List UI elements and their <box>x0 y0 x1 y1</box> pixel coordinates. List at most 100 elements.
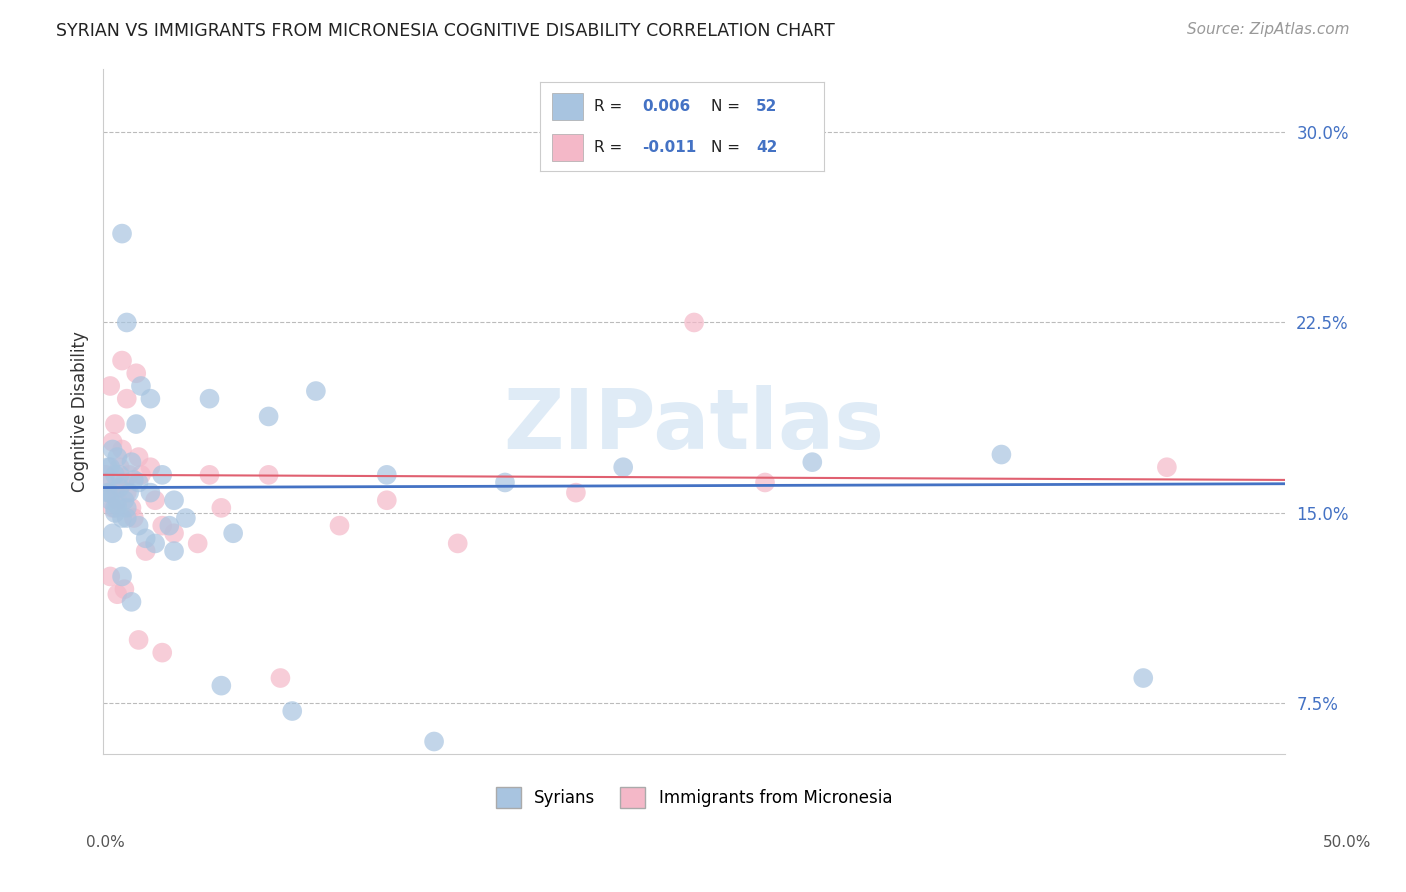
Point <box>305 384 328 398</box>
Point <box>105 493 128 508</box>
Text: 50.0%: 50.0% <box>1323 836 1371 850</box>
Point <box>139 460 162 475</box>
Point <box>104 417 127 431</box>
Point <box>112 493 135 508</box>
Point <box>128 632 150 647</box>
Point <box>328 518 350 533</box>
Point <box>97 460 120 475</box>
Point <box>121 455 143 469</box>
Point <box>98 485 121 500</box>
Point <box>198 392 221 406</box>
Point <box>118 485 141 500</box>
Point <box>104 481 127 495</box>
Point <box>143 493 166 508</box>
Point <box>98 379 121 393</box>
Y-axis label: Cognitive Disability: Cognitive Disability <box>72 331 89 491</box>
Point <box>174 511 197 525</box>
Point <box>423 734 446 748</box>
Point <box>101 526 124 541</box>
Text: SYRIAN VS IMMIGRANTS FROM MICRONESIA COGNITIVE DISABILITY CORRELATION CHART: SYRIAN VS IMMIGRANTS FROM MICRONESIA COG… <box>56 22 835 40</box>
Point <box>269 671 291 685</box>
Point <box>111 442 134 457</box>
Point <box>115 511 138 525</box>
Point <box>98 569 121 583</box>
Point <box>105 587 128 601</box>
Point <box>111 353 134 368</box>
Point <box>375 493 398 508</box>
Point <box>115 500 138 515</box>
Point <box>128 450 150 464</box>
Point <box>209 500 232 515</box>
Point <box>163 526 186 541</box>
Point <box>105 499 128 513</box>
Point <box>115 316 138 330</box>
Point <box>98 460 121 475</box>
Point <box>112 582 135 596</box>
Legend: Syrians, Immigrants from Micronesia: Syrians, Immigrants from Micronesia <box>489 780 898 814</box>
Point <box>209 679 232 693</box>
Point <box>222 526 245 541</box>
Point <box>143 536 166 550</box>
Point <box>111 227 134 241</box>
Point <box>139 485 162 500</box>
Point <box>257 467 280 482</box>
Point <box>1132 671 1154 685</box>
Point <box>104 506 127 520</box>
Point <box>98 493 121 508</box>
Point <box>139 392 162 406</box>
Point <box>105 450 128 464</box>
Point <box>94 467 117 482</box>
Point <box>111 569 134 583</box>
Point <box>128 475 150 490</box>
Point <box>111 511 134 525</box>
Point <box>101 434 124 449</box>
Point <box>150 518 173 533</box>
Point <box>754 475 776 490</box>
Point <box>101 500 124 515</box>
Point <box>135 544 157 558</box>
Point <box>115 392 138 406</box>
Point <box>257 409 280 424</box>
Point <box>163 493 186 508</box>
Text: ZIPatlas: ZIPatlas <box>503 384 884 466</box>
Point <box>108 467 131 482</box>
Point <box>97 485 120 500</box>
Point <box>118 467 141 482</box>
Point <box>990 448 1012 462</box>
Point <box>129 467 152 482</box>
Point <box>375 467 398 482</box>
Point <box>104 467 127 482</box>
Point <box>157 518 180 533</box>
Point <box>683 316 706 330</box>
Point <box>115 485 138 500</box>
Point <box>122 511 145 525</box>
Point <box>187 536 209 550</box>
Point <box>121 595 143 609</box>
Point <box>1156 460 1178 475</box>
Text: 0.0%: 0.0% <box>86 836 125 850</box>
Point <box>198 467 221 482</box>
Point <box>125 366 148 380</box>
Point <box>121 500 143 515</box>
Point <box>447 536 470 550</box>
Point <box>108 460 131 475</box>
Point <box>108 481 131 495</box>
Point <box>565 485 588 500</box>
Point <box>129 379 152 393</box>
Point <box>128 518 150 533</box>
Point <box>101 442 124 457</box>
Point <box>94 475 117 490</box>
Point <box>801 455 824 469</box>
Point <box>150 646 173 660</box>
Point <box>281 704 304 718</box>
Point <box>125 417 148 431</box>
Point <box>494 475 516 490</box>
Point <box>135 532 157 546</box>
Point <box>97 485 120 500</box>
Point <box>112 475 135 490</box>
Point <box>150 467 173 482</box>
Point <box>612 460 634 475</box>
Point <box>163 544 186 558</box>
Point <box>122 473 145 487</box>
Text: Source: ZipAtlas.com: Source: ZipAtlas.com <box>1187 22 1350 37</box>
